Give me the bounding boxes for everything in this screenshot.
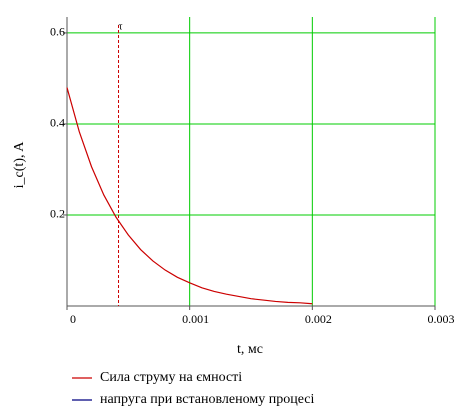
data-line [66, 87, 313, 305]
legend-label: напруга при встановленому процесі [100, 392, 314, 407]
x-tick-label: 0.003 [428, 312, 455, 326]
x-tick-label: 0.001 [182, 312, 209, 326]
x-tick-label: 0.002 [305, 312, 332, 326]
legend-label: Сила струму на ємності [100, 370, 242, 385]
x-tick-label: 0 [70, 312, 76, 326]
y-tick-label: 0.6 [50, 25, 65, 39]
y-axis-label: i_c(t), A [12, 141, 27, 189]
x-axis-label: t, мс [237, 342, 263, 357]
y-tick-label: 0.4 [50, 116, 65, 130]
marker-label: τ [119, 21, 123, 32]
y-tick-label: 0.2 [50, 207, 65, 221]
